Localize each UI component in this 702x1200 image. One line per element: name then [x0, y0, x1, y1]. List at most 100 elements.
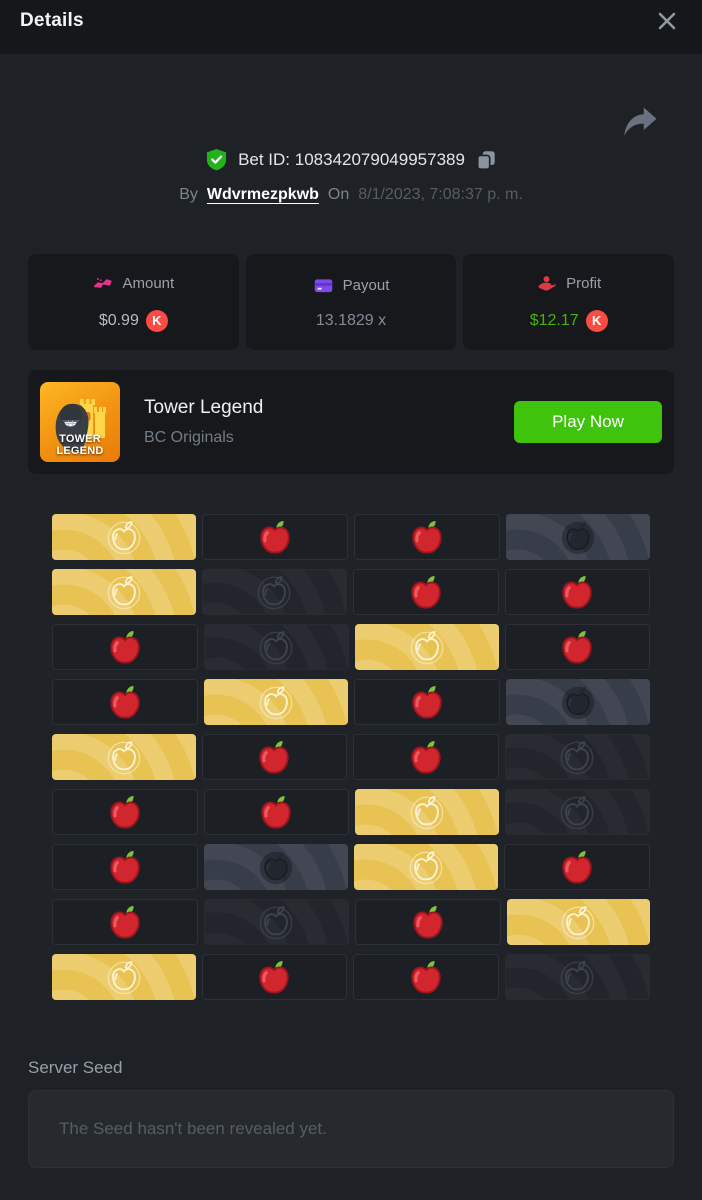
tile-red-apple [355, 899, 501, 945]
game-provider: BC Originals [144, 429, 234, 446]
tile-red-apple [504, 844, 650, 890]
credit-card-icon [314, 278, 332, 292]
tile-unrevealed-apple [203, 624, 349, 670]
game-thumbnail[interactable]: TOWER LEGEND [40, 382, 120, 462]
close-icon[interactable] [656, 10, 682, 36]
game-info: Tower Legend BC Originals [144, 397, 263, 447]
tile-revealed-dark-apple [506, 514, 650, 560]
server-seed-field[interactable]: The Seed hasn't been revealed yet. [28, 1090, 674, 1168]
apple-outline-icon [409, 851, 443, 885]
payout-label: Payout [342, 276, 390, 294]
red-apple-icon [110, 851, 140, 884]
share-row [28, 54, 674, 140]
red-apple-icon [411, 961, 441, 994]
share-icon[interactable] [622, 106, 658, 140]
tile-picked-gold-apple [52, 569, 196, 615]
grid-row [52, 899, 650, 945]
modal-content: Bet ID: 108342079049957389 By Wdvrmezpkw… [0, 54, 702, 1168]
amount-label: Amount [122, 274, 175, 292]
apple-outline-icon [259, 906, 293, 940]
copy-icon[interactable] [475, 149, 497, 171]
tile-red-apple [52, 624, 198, 670]
bet-datetime: 8/1/2023, 7:08:37 p. m. [358, 186, 523, 203]
apple-outline-icon [259, 686, 293, 720]
play-now-button[interactable]: Play Now [514, 401, 662, 443]
tile-picked-gold-apple [355, 624, 499, 670]
tile-red-apple [504, 569, 650, 615]
hand-coin-icon [538, 275, 556, 291]
tile-revealed-dark-apple [204, 844, 348, 890]
server-seed-placeholder: The Seed hasn't been revealed yet. [59, 1119, 327, 1138]
tile-red-apple [504, 624, 650, 670]
red-apple-icon [260, 521, 290, 554]
server-seed-label: Server Seed [28, 1058, 123, 1077]
apple-outline-icon [561, 906, 595, 940]
tile-unrevealed-apple [504, 954, 650, 1000]
apple-outline-icon [107, 521, 141, 555]
game-card: TOWER LEGEND Tower Legend BC Originals P… [28, 370, 674, 474]
red-apple-icon [411, 741, 441, 774]
apple-outline-icon [107, 576, 141, 610]
modal-title: Details [20, 10, 84, 31]
grid-row [52, 679, 650, 725]
tile-red-apple [354, 514, 500, 560]
game-result-grid [28, 490, 674, 1024]
red-apple-icon [259, 961, 289, 994]
apple-outline-icon [560, 741, 594, 775]
red-apple-icon [412, 686, 442, 719]
payout-card: Payout 13.1829 x [245, 254, 457, 350]
apple-outline-icon [410, 796, 444, 830]
tile-picked-gold-apple [52, 954, 196, 1000]
amount-value: $0.99 [98, 311, 139, 329]
thumbnail-title: TOWER LEGEND [56, 432, 104, 457]
apple-outline-icon [410, 631, 444, 665]
tile-red-apple [52, 899, 198, 945]
apple-outline-icon [560, 961, 594, 995]
tile-revealed-dark-apple [506, 679, 650, 725]
apple-outline-icon [259, 631, 293, 665]
payout-value: 13.1829 x [315, 311, 387, 329]
profit-value: $12.17 [529, 311, 579, 329]
tile-red-apple [52, 679, 198, 725]
red-apple-icon [110, 906, 140, 939]
profit-label: Profit [566, 274, 602, 292]
username-link[interactable]: Wdvrmezpkwb [206, 186, 319, 203]
tile-picked-gold-apple [52, 514, 196, 560]
tile-red-apple [52, 789, 198, 835]
apple-outline-icon [257, 576, 291, 610]
grid-row [52, 844, 650, 890]
tile-picked-gold-apple [355, 789, 499, 835]
tile-red-apple [201, 954, 347, 1000]
dark-apple-icon [259, 851, 293, 885]
tile-unrevealed-apple [203, 899, 349, 945]
grid-row [52, 514, 650, 560]
red-apple-icon [562, 631, 592, 664]
tile-picked-gold-apple [506, 899, 650, 945]
tile-unrevealed-apple [504, 789, 650, 835]
coin-icon: K [145, 309, 168, 332]
red-apple-icon [261, 796, 291, 829]
tile-unrevealed-apple [201, 569, 347, 615]
red-apple-icon [413, 906, 443, 939]
amount-card: Amount $0.99 K [28, 254, 239, 350]
tile-red-apple [353, 954, 499, 1000]
stat-cards: Amount $0.99 K Payout 13.1829 [28, 254, 675, 350]
tile-red-apple [202, 514, 348, 560]
red-apple-icon [110, 686, 140, 719]
tile-red-apple [354, 679, 500, 725]
dark-apple-icon [561, 686, 595, 720]
red-apple-icon [562, 576, 592, 609]
bet-byline: By Wdvrmezpkwb On 8/1/2023, 7:08:37 p. m… [28, 186, 674, 204]
gold-bars-icon [94, 277, 113, 288]
tile-picked-gold-apple [52, 734, 196, 780]
game-title: Tower Legend [144, 397, 264, 418]
red-apple-icon [562, 851, 592, 884]
tower-legend-art [55, 399, 106, 452]
tile-red-apple [52, 844, 198, 890]
tile-red-apple [353, 569, 499, 615]
tile-picked-gold-apple [354, 844, 498, 890]
apple-outline-icon [107, 741, 141, 775]
bet-id-text: Bet ID: 108342079049957389 [238, 149, 465, 169]
tile-red-apple [353, 734, 499, 780]
